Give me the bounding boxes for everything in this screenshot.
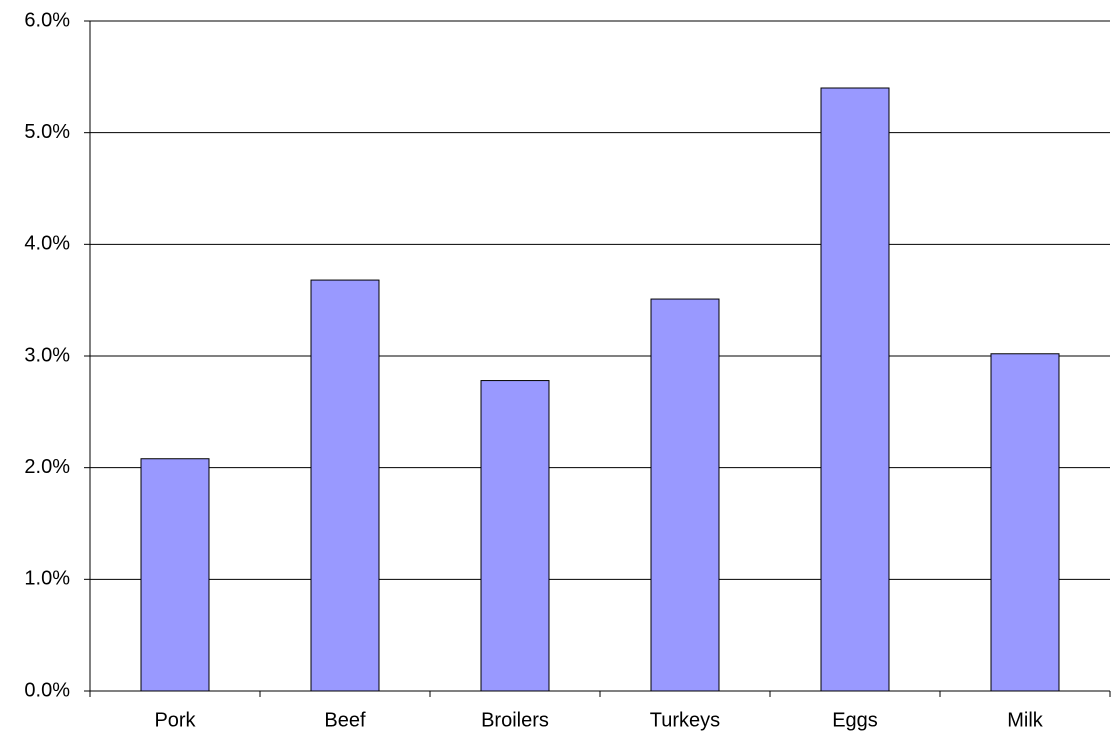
y-tick-label: 4.0%: [24, 233, 70, 255]
bar: [990, 353, 1060, 692]
x-tick-label: Pork: [154, 709, 196, 731]
x-tick-label: Broilers: [481, 709, 549, 731]
bar: [480, 380, 550, 692]
bar: [650, 298, 720, 692]
x-tick-label: Milk: [1007, 709, 1044, 731]
y-tick-label: 2.0%: [24, 456, 70, 478]
x-tick-label: Eggs: [832, 709, 878, 731]
bar: [820, 87, 890, 692]
y-tick-label: 0.0%: [24, 679, 70, 701]
y-tick-label: 5.0%: [24, 121, 70, 143]
x-tick-label: Turkeys: [650, 709, 720, 731]
y-tick-label: 6.0%: [24, 9, 70, 31]
y-tick-label: 3.0%: [24, 344, 70, 366]
bar: [140, 458, 210, 692]
y-tick-label: 1.0%: [24, 568, 70, 590]
x-tick-label: Beef: [324, 709, 366, 731]
bar: [310, 279, 380, 692]
